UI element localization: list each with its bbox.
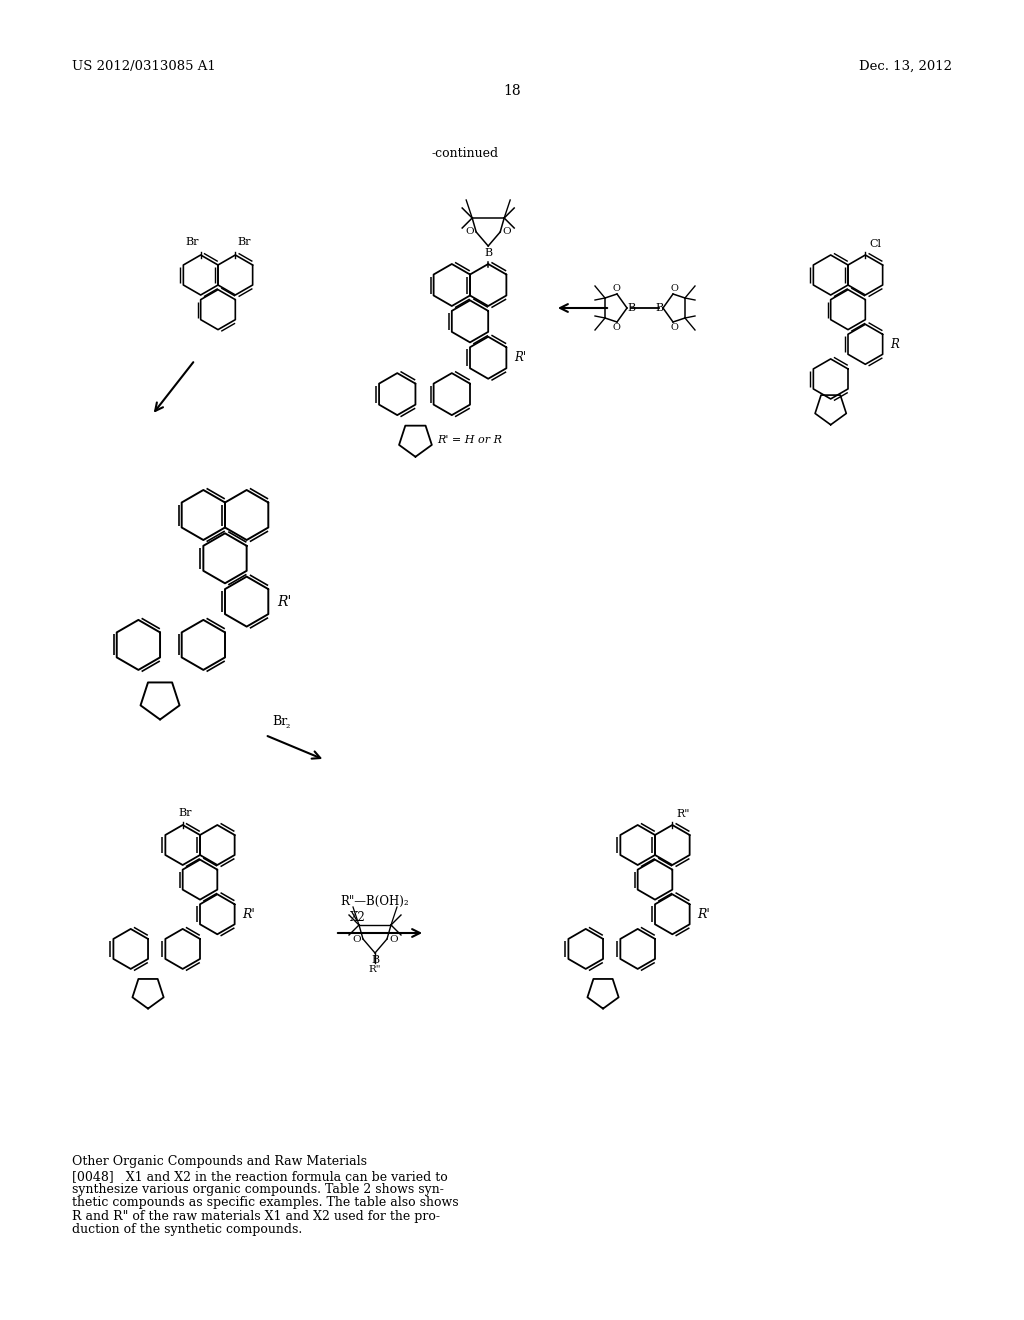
- Text: Cl: Cl: [869, 239, 882, 249]
- Text: synthesize various organic compounds. Table 2 shows syn-: synthesize various organic compounds. Ta…: [72, 1183, 443, 1196]
- Text: O: O: [466, 227, 474, 236]
- Text: R': R': [278, 594, 292, 609]
- Text: ₂: ₂: [286, 719, 291, 730]
- Text: O: O: [389, 935, 397, 944]
- Text: O: O: [612, 323, 620, 333]
- Text: R' = H or R: R' = H or R: [437, 436, 503, 445]
- Text: O: O: [670, 323, 678, 333]
- Text: US 2012/0313085 A1: US 2012/0313085 A1: [72, 59, 216, 73]
- Text: R": R": [676, 809, 690, 818]
- Text: O: O: [612, 284, 620, 293]
- Text: Dec. 13, 2012: Dec. 13, 2012: [859, 59, 952, 73]
- Text: O: O: [502, 227, 511, 236]
- Text: Other Organic Compounds and Raw Materials: Other Organic Compounds and Raw Material…: [72, 1155, 367, 1168]
- Text: O: O: [352, 935, 361, 944]
- Text: Br: Br: [185, 238, 199, 247]
- Text: R': R': [243, 908, 255, 921]
- Text: X2: X2: [350, 911, 366, 924]
- Text: R"—B(OH)₂: R"—B(OH)₂: [340, 895, 409, 908]
- Text: B: B: [484, 248, 493, 257]
- Text: O: O: [670, 284, 678, 293]
- Text: -continued: -continued: [431, 147, 499, 160]
- Text: R: R: [890, 338, 899, 351]
- Text: thetic compounds as specific examples. The table also shows: thetic compounds as specific examples. T…: [72, 1196, 459, 1209]
- Text: B: B: [655, 304, 664, 313]
- Text: Br: Br: [272, 715, 288, 729]
- Text: R and R" of the raw materials X1 and X2 used for the pro-: R and R" of the raw materials X1 and X2 …: [72, 1209, 440, 1222]
- Text: [0048]   X1 and X2 in the reaction formula can be varied to: [0048] X1 and X2 in the reaction formula…: [72, 1170, 447, 1183]
- Text: Br: Br: [178, 808, 191, 818]
- Text: B: B: [371, 954, 379, 965]
- Text: R': R': [514, 351, 526, 364]
- Text: duction of the synthetic compounds.: duction of the synthetic compounds.: [72, 1222, 302, 1236]
- Text: 18: 18: [503, 84, 521, 98]
- Text: R": R": [369, 965, 381, 974]
- Text: R': R': [697, 908, 710, 921]
- Text: B: B: [627, 304, 635, 313]
- Text: Br: Br: [238, 238, 251, 247]
